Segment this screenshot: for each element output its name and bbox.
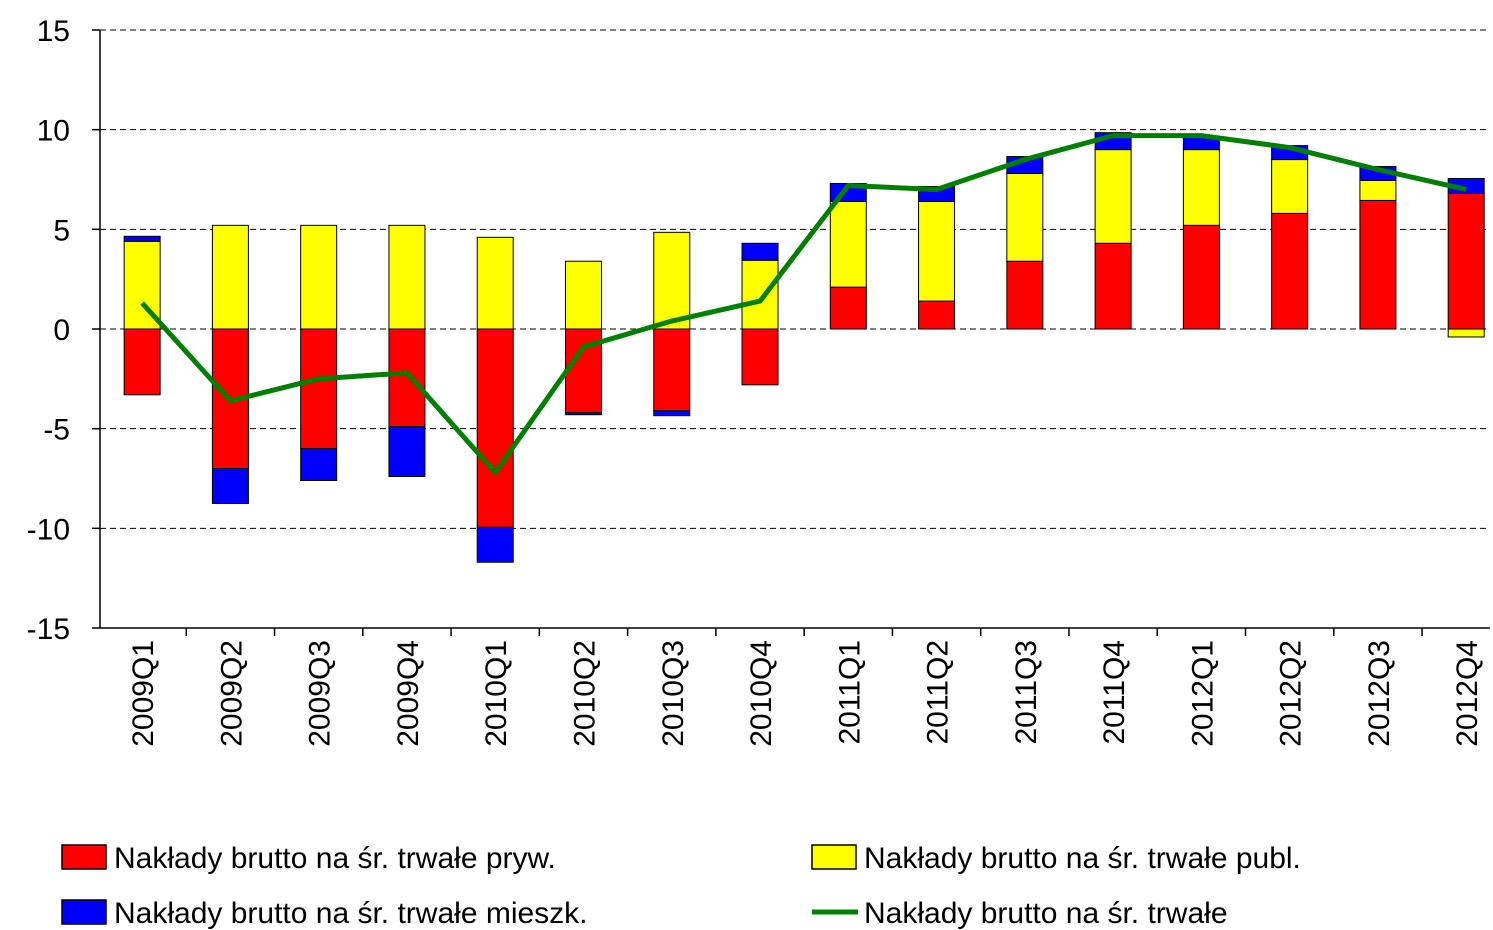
y-tick-label: 10: [37, 115, 70, 148]
x-tick-label: 2010Q3: [657, 640, 690, 747]
x-tick-label: 2011Q2: [922, 640, 955, 745]
bar: [388, 224, 426, 330]
y-tick-label: 0: [53, 314, 70, 347]
bar: [211, 468, 249, 504]
y-tick-label: -15: [27, 613, 70, 646]
x-tick-label: 2011Q3: [1010, 640, 1043, 745]
bar: [123, 235, 161, 242]
legend-swatch: [811, 844, 857, 870]
line: [140, 133, 1467, 476]
x-tick-label: 2011Q4: [1098, 640, 1131, 745]
bar: [388, 328, 426, 428]
bar: [476, 236, 514, 330]
y-tick-label: -5: [43, 414, 70, 447]
bar: [918, 200, 956, 302]
bar: [300, 224, 338, 330]
bar: [829, 286, 867, 330]
x-tick-label: 2012Q1: [1186, 640, 1219, 747]
bar: [741, 242, 779, 261]
legend-label: Nakłady brutto na śr. trwałe: [864, 897, 1228, 930]
bar: [918, 300, 956, 330]
bar: [1447, 192, 1485, 330]
x-tick-label: 2011Q1: [833, 640, 866, 745]
bar: [476, 328, 514, 528]
legend-label: Nakłady brutto na śr. trwałe publ.: [864, 842, 1301, 875]
y-tick-label: 5: [53, 214, 70, 247]
bar: [653, 231, 691, 330]
bar: [1006, 173, 1044, 262]
x-tick-label: 2010Q2: [568, 640, 601, 747]
x-tick-label: 2009Q3: [304, 640, 337, 747]
x-tick-label: 2009Q1: [127, 640, 160, 747]
bar: [1271, 159, 1309, 214]
bar: [741, 259, 779, 330]
bar: [123, 328, 161, 396]
bar: [476, 526, 514, 563]
bar: [1094, 242, 1132, 330]
legend-label: Nakłady brutto na śr. trwałe pryw.: [114, 842, 556, 875]
x-tick-label: 2012Q4: [1451, 640, 1484, 747]
y-tick-label: 15: [37, 15, 70, 48]
x-tick-label: 2010Q1: [480, 640, 513, 747]
y-tick-label: -10: [27, 513, 70, 546]
bar: [1182, 224, 1220, 330]
legend-label: Nakłady brutto na śr. trwałe mieszk.: [114, 897, 588, 930]
bar: [564, 260, 602, 330]
bar: [1006, 260, 1044, 330]
bar: [1271, 212, 1309, 330]
bar: [300, 448, 338, 481]
x-tick-label: 2012Q3: [1363, 640, 1396, 747]
bar: [300, 328, 338, 450]
bar: [1359, 179, 1397, 201]
bar: [388, 426, 426, 478]
bar: [653, 410, 691, 417]
x-tick-label: 2009Q2: [215, 640, 248, 747]
x-tick-label: 2009Q4: [392, 640, 425, 747]
legend-swatch: [61, 899, 107, 925]
bar: [1359, 199, 1397, 330]
bar: [564, 412, 602, 416]
bar: [1447, 328, 1485, 338]
bar: [829, 200, 867, 288]
bar: [1182, 149, 1220, 226]
legend-swatch: [61, 844, 107, 870]
bar: [653, 328, 691, 412]
bar: [741, 328, 779, 386]
x-tick-label: 2012Q2: [1275, 640, 1308, 747]
x-tick-label: 2010Q4: [745, 640, 778, 747]
bar: [211, 224, 249, 330]
bar: [1094, 149, 1132, 244]
